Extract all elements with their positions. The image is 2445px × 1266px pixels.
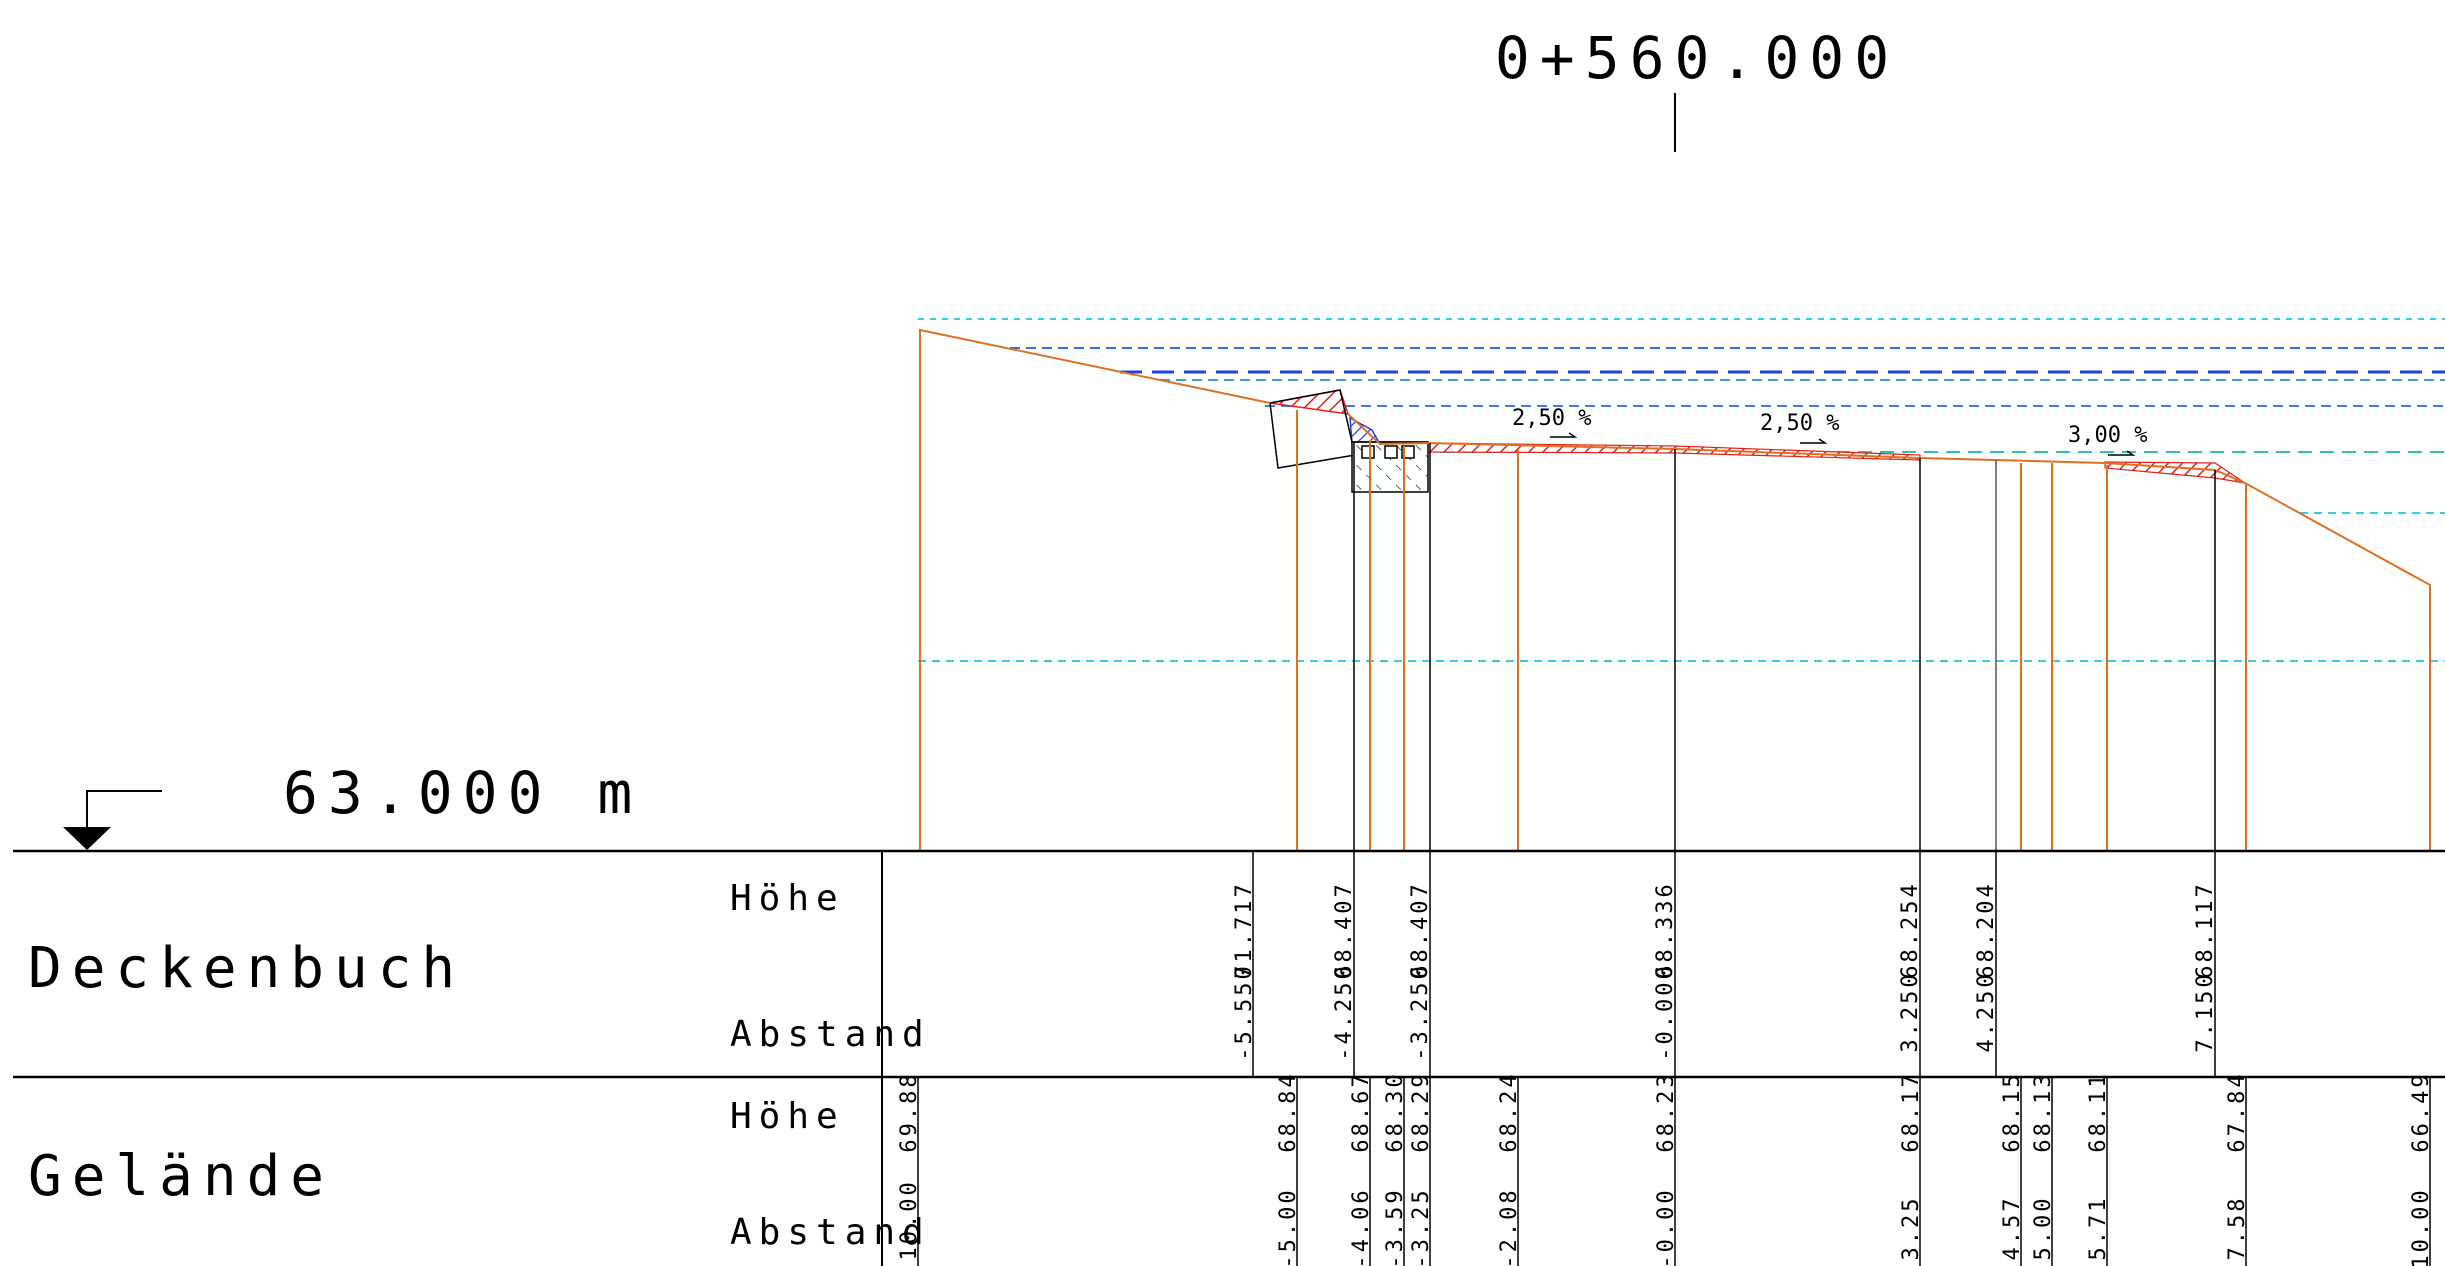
datum-marker xyxy=(63,790,162,850)
gelaende-column: 66.49 10.00 xyxy=(2409,1071,2434,1266)
gelaende-column: 68.24 -2.08 xyxy=(1497,1071,1522,1266)
gelaende-abstand-label: Abstand xyxy=(730,1212,931,1253)
gelaende-hoehe-value: 68.24 xyxy=(1497,1071,1522,1152)
deckenbuch-abstand-value: 4.250 xyxy=(1974,971,1999,1052)
gelaende-column: 68.30 -3.59 xyxy=(1383,1071,1408,1266)
reference-lines xyxy=(918,318,2445,662)
deckenbuch-abstand-value: -0.000 xyxy=(1653,963,1678,1060)
deckenbuch-column: 68.254 3.250 xyxy=(1898,851,1923,1077)
deckenbuch-section: Deckenbuch Höhe Abstand xyxy=(28,878,931,1055)
deckenbuch-hoehe-value: 68.407 xyxy=(1408,881,1433,978)
gelaende-column: 68.15 4.57 xyxy=(2000,1071,2025,1266)
deckenbuch-hoehe-value: 68.336 xyxy=(1653,881,1678,978)
gelaende-abstand-value: 5.71 xyxy=(2086,1196,2111,1261)
gelaende-abstand-value: 5.00 xyxy=(2031,1196,2056,1261)
gelaende-hoehe-value: 69.88 xyxy=(897,1071,922,1152)
gelaende-hoehe-value: 68.15 xyxy=(2000,1071,2025,1152)
gelaende-abstand-value: -5.00 xyxy=(1276,1187,1301,1266)
deckenbuch-hoehe-value: 68.117 xyxy=(2193,881,2218,978)
gelaende-abstand-value: -4.06 xyxy=(1349,1187,1374,1266)
gelaende-column: 69.88 -10.00 xyxy=(897,1071,922,1266)
deckenbuch-columns: 71.717 -5.550 68.407 -4.250 68.407 -3.25… xyxy=(1232,851,2218,1077)
gelaende-section: Gelände Höhe Abstand xyxy=(28,1096,931,1253)
deckenbuch-hoehe-value: 68.254 xyxy=(1898,881,1923,978)
deckenbuch-column: 68.407 -4.250 xyxy=(1332,851,1357,1077)
slope-label-3: 3,00 % xyxy=(2068,423,2147,448)
gelaende-hoehe-value: 68.67 xyxy=(1349,1071,1374,1152)
structures xyxy=(1269,389,1429,493)
gelaende-column: 67.84 7.58 xyxy=(2225,1071,2250,1266)
deckenbuch-column: 68.204 4.250 xyxy=(1974,851,1999,1077)
deckenbuch-abstand-label: Abstand xyxy=(730,1014,931,1055)
deckenbuch-column: 71.717 -5.550 xyxy=(1232,851,1257,1077)
terrain xyxy=(919,328,2431,851)
gelaende-abstand-value: 4.57 xyxy=(2000,1196,2025,1261)
slope-labels: 2,50 % 2,50 % 3,00 % xyxy=(1512,406,2147,456)
gelaende-column: 68.13 5.00 xyxy=(2031,1071,2056,1266)
slope-label-2: 2,50 % xyxy=(1760,411,1839,436)
design-verticals xyxy=(1353,442,2216,851)
gelaende-column: 68.84 -5.00 xyxy=(1276,1071,1301,1266)
gelaende-abstand-value: 10.00 xyxy=(2409,1187,2434,1266)
deckenbuch-hoehe-value: 68.204 xyxy=(1974,881,1999,978)
deckenbuch-column: 68.336 -0.000 xyxy=(1653,851,1678,1077)
gelaende-hoehe-value: 68.84 xyxy=(1276,1071,1301,1152)
deckenbuch-hoehe-value: 68.407 xyxy=(1332,881,1357,978)
deckenbuch-column: 68.117 7.150 xyxy=(2193,851,2218,1077)
gelaende-column: 68.67 -4.06 xyxy=(1349,1071,1374,1266)
gelaende-hoehe-value: 68.17 xyxy=(1899,1071,1924,1152)
deckenbuch-abstand-value: -5.550 xyxy=(1232,963,1257,1060)
gelaende-hoehe-value: 68.30 xyxy=(1383,1071,1408,1152)
gelaende-abstand-value: -3.59 xyxy=(1383,1187,1408,1266)
data-table xyxy=(13,849,2445,1266)
gelaende-hoehe-value: 68.29 xyxy=(1409,1071,1434,1152)
slope-label-1: 2,50 % xyxy=(1512,406,1591,431)
deckenbuch-abstand-value: -3.250 xyxy=(1408,963,1433,1060)
gelaende-column: 68.23 -0.00 xyxy=(1654,1071,1679,1266)
deckenbuch-abstand-value: 7.150 xyxy=(2193,971,2218,1052)
gelaende-title: Gelände xyxy=(28,1144,334,1209)
gelaende-column: 68.17 3.25 xyxy=(1899,1071,1924,1266)
gelaende-abstand-value: -2.08 xyxy=(1497,1187,1522,1266)
gelaende-hoehe-value: 68.11 xyxy=(2086,1071,2111,1152)
gelaende-columns: 69.88 -10.00 68.84 -5.00 68.67 -4.06 68.… xyxy=(897,1071,2434,1266)
deckenbuch-hoehe-value: 71.717 xyxy=(1232,881,1257,978)
gelaende-hoehe-value: 66.49 xyxy=(2409,1071,2434,1152)
deckenbuch-abstand-value: -4.250 xyxy=(1332,963,1357,1060)
gelaende-hoehe-value: 67.84 xyxy=(2225,1071,2250,1152)
deckenbuch-title: Deckenbuch xyxy=(28,936,465,1001)
deckenbuch-column: 68.407 -3.250 xyxy=(1408,851,1433,1077)
gelaende-column: 68.29 -3.25 xyxy=(1409,1071,1434,1266)
deckenbuch-hoehe-label: Höhe xyxy=(730,878,845,919)
gelaende-abstand-value: 3.25 xyxy=(1899,1196,1924,1261)
gelaende-abstand-value: -3.25 xyxy=(1409,1187,1434,1266)
deckenbuch-abstand-value: 3.250 xyxy=(1898,971,1923,1052)
gelaende-hoehe-value: 68.13 xyxy=(2031,1071,2056,1152)
station-label: 0+560.000 xyxy=(1495,24,1899,92)
datum-label: 63.000 m xyxy=(283,759,642,827)
gelaende-abstand-value: 7.58 xyxy=(2225,1196,2250,1261)
gelaende-abstand-value: -0.00 xyxy=(1654,1187,1679,1266)
gelaende-hoehe-value: 68.23 xyxy=(1654,1071,1679,1152)
gelaende-hoehe-label: Höhe xyxy=(730,1096,845,1137)
gelaende-column: 68.11 5.71 xyxy=(2086,1071,2111,1266)
gelaende-abstand-value: -10.00 xyxy=(897,1179,922,1266)
